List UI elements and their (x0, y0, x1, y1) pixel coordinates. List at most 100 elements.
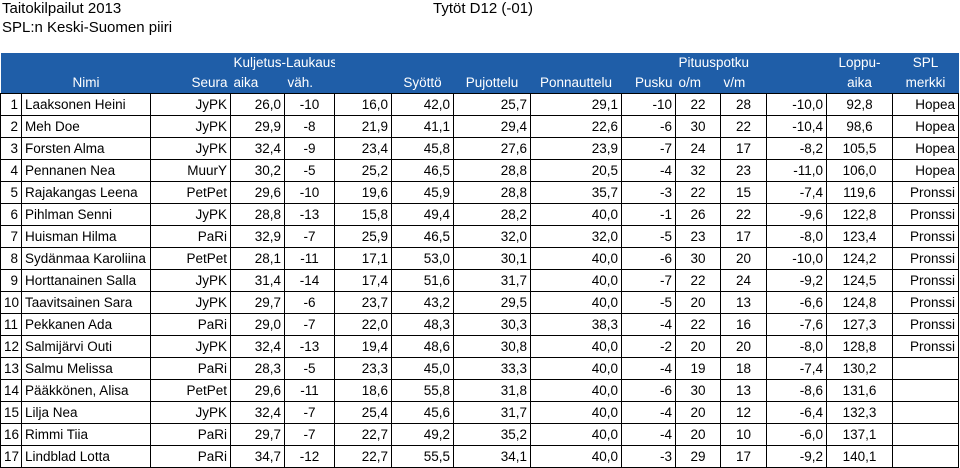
cell-nimi: Pekkanen Ada (21, 313, 151, 336)
cell-vah: -11 (283, 379, 336, 402)
table-row: 16 Rimmi Tiia PaRi 29,7 -7 22,7 49,2 35,2 40,0 -4… (0, 423, 960, 446)
cell-om: 20 (675, 423, 722, 446)
cell-nimi: Laaksonen Heini (21, 93, 151, 116)
cell-merkki: Hopea (892, 115, 960, 138)
cell-seura: JyPK (150, 203, 231, 226)
cell-pusku: -4 (621, 313, 677, 336)
col-om: o/m (675, 73, 721, 94)
cell-ponnauttelu: 40,0 (530, 357, 623, 380)
cell-pituus-tulos: -8,0 (766, 225, 828, 248)
cell-kuljetus-tulos: 21,9 (334, 115, 393, 138)
cell-merkki: Pronssi (892, 247, 960, 270)
cell-pituus-tulos: -7,4 (766, 357, 828, 380)
table-row: 11 Pekkanen Ada PaRi 29,0 -7 22,0 48,3 30,3 38,3… (0, 313, 960, 336)
cell-pituus-tulos: -9,2 (766, 269, 828, 292)
table-row: 15 Lilja Nea JyPK 32,4 -7 25,4 45,6 31,7 40,0 -4 2… (0, 401, 960, 424)
cell-pituus-tulos: -8,6 (766, 379, 828, 402)
cell-seura: PaRi (150, 313, 231, 336)
cell-sija: 10 (0, 291, 22, 314)
cell-vm: 13 (720, 379, 768, 402)
table-row: 8 Sydänmaa Karoliina PetPet 28,1 -11 17,1 53,0… (0, 247, 960, 270)
cell-seura: JyPK (150, 269, 231, 292)
col-syotto: Syöttö (391, 73, 454, 94)
cell-nimi: Sydänmaa Karoliina (21, 247, 151, 270)
cell-seura: PetPet (150, 181, 231, 204)
cell-nimi: Horttanainen Salla (21, 269, 151, 292)
cell-om: 30 (675, 115, 722, 138)
cell-vm: 12 (720, 401, 768, 424)
cell-vm: 13 (720, 291, 768, 314)
cell-syotto: 48,6 (391, 335, 455, 358)
cell-kuljetus-tulos: 16,0 (334, 93, 393, 116)
cell-loppuaika: 124,5 (826, 269, 894, 292)
cell-kuljetus-tulos: 25,9 (334, 225, 393, 248)
cell-vm: 10 (720, 423, 768, 446)
cell-vah: -7 (283, 423, 336, 446)
cell-ponnauttelu: 40,0 (530, 423, 623, 446)
cell-pituus-tulos: -10,0 (766, 93, 828, 116)
cell-sija: 12 (0, 335, 22, 358)
col-ponnauttelu: Ponnauttelu (530, 73, 622, 94)
cell-pituus-tulos: -10,0 (766, 247, 828, 270)
cell-vah: -14 (283, 269, 336, 292)
cell-aika: 32,4 (230, 137, 285, 160)
cell-vm: 20 (720, 247, 768, 270)
cell-vm: 18 (720, 357, 768, 380)
cell-om: 23 (675, 225, 722, 248)
cell-loppuaika: 137,1 (826, 423, 894, 446)
col-loppu-aika: aika (826, 73, 893, 94)
cell-pujottelu: 30,1 (453, 247, 532, 270)
cell-sija: 9 (0, 269, 22, 292)
cell-om: 30 (675, 247, 722, 270)
cell-aika: 29,7 (230, 423, 285, 446)
cell-nimi: Rimmi Tiia (21, 423, 151, 446)
event-title: Taitokilpailut 2013 (2, 0, 122, 17)
cell-nimi: Pennanen Nea (21, 159, 151, 182)
cell-kuljetus-tulos: 22,0 (334, 313, 393, 336)
cell-pujottelu: 30,3 (453, 313, 532, 336)
cell-kuljetus-tulos: 15,8 (334, 203, 393, 226)
cell-kuljetus-tulos: 18,6 (334, 379, 393, 402)
cell-syotto: 45,9 (391, 181, 455, 204)
cell-loppuaika: 119,6 (826, 181, 894, 204)
cell-aika: 32,9 (230, 225, 285, 248)
cell-vm: 23 (720, 159, 768, 182)
cell-aika: 28,1 (230, 247, 285, 270)
cell-loppuaika: 130,2 (826, 357, 894, 380)
col-pujottelu: Pujottelu (453, 73, 531, 94)
cell-ponnauttelu: 40,0 (530, 269, 623, 292)
table-row: 12 Salmijärvi Outi JyPK 32,4 -13 19,4 48,6 30,8… (0, 335, 960, 358)
cell-merkki: Pronssi (892, 203, 960, 226)
cell-pusku: -4 (621, 357, 677, 380)
cell-vm: 17 (720, 225, 768, 248)
cell-syotto: 43,2 (391, 291, 455, 314)
cell-ponnauttelu: 29,1 (530, 93, 623, 116)
cell-pituus-tulos: -10,4 (766, 115, 828, 138)
table-header: Kuljetus-Laukaus Pituuspotku Loppu- SPL … (0, 53, 959, 94)
cell-ponnauttelu: 40,0 (530, 379, 623, 402)
cell-pusku: -4 (621, 401, 677, 424)
cell-merkki (892, 379, 960, 402)
cell-ponnauttelu: 22,6 (530, 115, 623, 138)
cell-pusku: -3 (621, 181, 677, 204)
cell-ponnauttelu: 40,0 (530, 335, 623, 358)
header-row-columns: Nimi Seura aika väh. Syöttö Pujottelu Po… (0, 73, 959, 94)
results-table: Kuljetus-Laukaus Pituuspotku Loppu- SPL … (0, 53, 960, 468)
cell-merkki: Pronssi (892, 291, 960, 314)
cell-om: 30 (675, 379, 722, 402)
cell-pusku: -10 (621, 93, 677, 116)
cell-om: 32 (675, 159, 722, 182)
cell-ponnauttelu: 35,7 (530, 181, 623, 204)
cell-vm: 22 (720, 203, 768, 226)
cell-merkki: Hopea (892, 159, 960, 182)
cell-vm: 15 (720, 181, 768, 204)
cell-pituus-tulos: -9,6 (766, 203, 828, 226)
cell-om: 20 (675, 291, 722, 314)
cell-pusku: -7 (621, 269, 677, 292)
cell-om: 22 (675, 181, 722, 204)
cell-vah: -7 (283, 401, 336, 424)
cell-sija: 13 (0, 357, 22, 380)
cell-ponnauttelu: 20,5 (530, 159, 623, 182)
col-group-loppu: Loppu- (826, 53, 893, 73)
cell-pusku: -6 (621, 379, 677, 402)
